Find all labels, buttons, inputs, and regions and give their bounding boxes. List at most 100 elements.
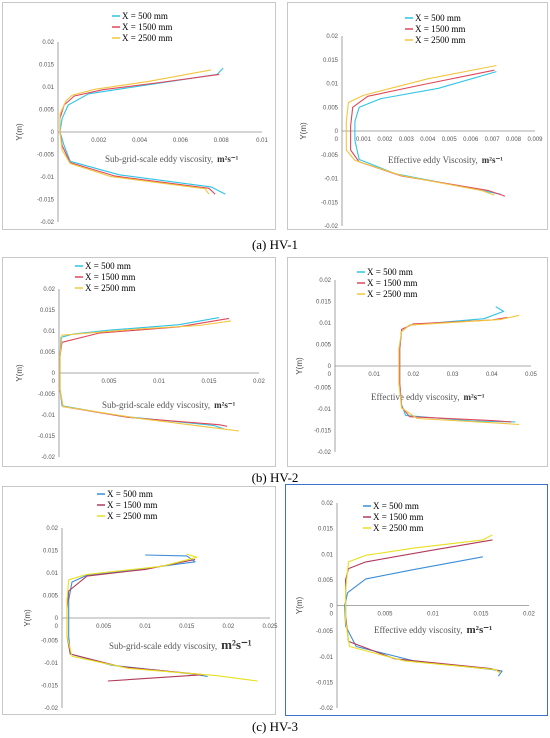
x-tick-label: 0.004	[420, 137, 436, 143]
x-tick-label: 0.001	[356, 137, 372, 143]
series-line	[354, 71, 501, 195]
y-tick-label: 0.01	[46, 571, 58, 577]
y-tick-label: -0.015	[316, 680, 334, 686]
y-tick-label: 0	[330, 604, 334, 610]
x-tick-label: 0.01	[368, 372, 380, 378]
y-axis-label: Y(m)	[15, 364, 24, 382]
y-tick-label: -0.01	[319, 655, 333, 661]
y-tick-label: 0	[51, 130, 55, 136]
x-tick-label: 0.02	[253, 379, 265, 385]
legend-label: X = 500 mm	[415, 13, 461, 23]
legend-label: X = 1500 mm	[122, 22, 172, 32]
x-tick-label: 0.009	[527, 137, 543, 143]
y-tick-label: 0.02	[46, 526, 58, 532]
x-tick-label: 0.006	[463, 137, 479, 143]
x-axis-label: Effective eddy viscosity,	[374, 625, 462, 635]
y-tick-label: -0.015	[38, 434, 56, 440]
y-axis-label: Y(m)	[295, 357, 304, 375]
x-axis-label: Sub-grid-scale eddy viscosity,	[102, 400, 210, 410]
x-tick-label: 0.004	[132, 138, 148, 144]
y-tick-label: 0.005	[39, 108, 55, 114]
panel-a-left	[2, 2, 276, 230]
x-axis-label: Effective eddy Viscosity,	[388, 155, 478, 165]
y-tick-label: -0.01	[40, 175, 54, 181]
y-tick-label: 0.005	[323, 105, 339, 111]
series-line	[59, 320, 240, 432]
caption-c: (c) HV-3	[251, 719, 299, 734]
x-tick-label: 0.005	[101, 379, 117, 385]
x-tick-label: 0	[335, 137, 339, 143]
y-tick-label: 0	[52, 371, 56, 377]
x-tick-label: 0.025	[262, 624, 278, 630]
x-axis-unit: m²s⁻¹	[214, 400, 235, 410]
x-tick-label: 0	[55, 624, 59, 630]
x-tick-label: 0.007	[485, 137, 501, 143]
y-tick-label: -0.015	[321, 200, 339, 206]
x-tick-label: 0.002	[377, 137, 393, 143]
y-tick-label: 0.02	[321, 501, 333, 507]
y-tick-label: -0.015	[314, 429, 332, 435]
x-tick-label: 0.005	[377, 612, 393, 618]
panel-b-left	[2, 257, 276, 467]
series-line	[399, 316, 512, 423]
x-tick-label: 0.008	[506, 137, 522, 143]
y-tick-label: 0.015	[39, 63, 55, 69]
y-tick-label: -0.02	[324, 224, 338, 230]
y-tick-label: 0.01	[43, 329, 55, 335]
y-tick-label: 0.015	[40, 308, 56, 314]
y-tick-label: 0.015	[43, 549, 59, 555]
x-tick-label: 0.02	[523, 612, 535, 618]
caption-b: (b) HV-2	[251, 470, 299, 485]
legend-label: X = 1500 mm	[373, 512, 423, 522]
y-tick-label: -0.02	[319, 706, 333, 712]
legend-label: X = 500 mm	[85, 261, 131, 271]
y-tick-label: -0.02	[41, 455, 55, 461]
legend-label: X = 500 mm	[122, 11, 168, 21]
y-tick-label: 0.02	[326, 34, 338, 40]
y-tick-label: -0.01	[324, 177, 338, 183]
x-axis-label: Sub-grid-scale eddy viscosity,	[109, 641, 217, 651]
legend-label: X = 500 mm	[373, 501, 419, 511]
y-tick-label: 0.005	[43, 594, 59, 600]
y-tick-label: 0.015	[316, 300, 332, 306]
x-tick-label: 0.002	[91, 138, 107, 144]
y-axis-label: Y(m)	[299, 122, 308, 140]
y-tick-label: -0.01	[317, 407, 331, 413]
y-tick-label: -0.01	[44, 661, 58, 667]
x-tick-label: 0.01	[139, 624, 151, 630]
x-axis-label: Effective eddy viscosity,	[371, 392, 459, 402]
panel-b-right	[287, 257, 548, 467]
y-tick-label: -0.01	[41, 413, 55, 419]
x-tick-label: 0.005	[442, 137, 458, 143]
x-axis-unit: m²s⁻¹	[463, 392, 484, 402]
x-tick-label: 0.005	[96, 624, 112, 630]
legend-label: X = 500 mm	[367, 267, 413, 277]
y-axis-label: Y(m)	[295, 597, 304, 615]
y-tick-label: -0.02	[317, 450, 331, 456]
x-tick-label: 0	[328, 372, 332, 378]
series-line	[68, 554, 208, 678]
y-tick-label: 0	[55, 616, 59, 622]
y-tick-label: -0.015	[41, 684, 59, 690]
y-tick-label: 0.015	[318, 527, 334, 533]
x-tick-label: 0.01	[153, 379, 165, 385]
x-axis-unit: m²s⁻¹	[217, 154, 238, 164]
x-axis-unit: m²s⁻¹	[221, 637, 252, 652]
legend-label: X = 1500 mm	[415, 24, 465, 34]
x-tick-label: 0.008	[214, 138, 230, 144]
y-tick-label: 0.02	[43, 287, 55, 293]
x-tick-label: 0.015	[473, 612, 489, 618]
y-tick-label: -0.005	[41, 639, 59, 645]
series-line	[66, 553, 258, 682]
y-tick-label: 0.015	[323, 58, 339, 64]
y-tick-label: -0.005	[321, 153, 339, 159]
x-tick-label: 0	[330, 612, 334, 618]
legend-label: X = 2500 mm	[367, 289, 417, 299]
y-tick-label: -0.015	[37, 198, 55, 204]
x-axis-unit: m²s⁻¹	[466, 624, 492, 636]
series-line	[350, 69, 506, 197]
x-tick-label: 0.02	[408, 372, 420, 378]
x-tick-label: 0	[52, 379, 56, 385]
y-axis-label: Y(m)	[15, 123, 24, 141]
